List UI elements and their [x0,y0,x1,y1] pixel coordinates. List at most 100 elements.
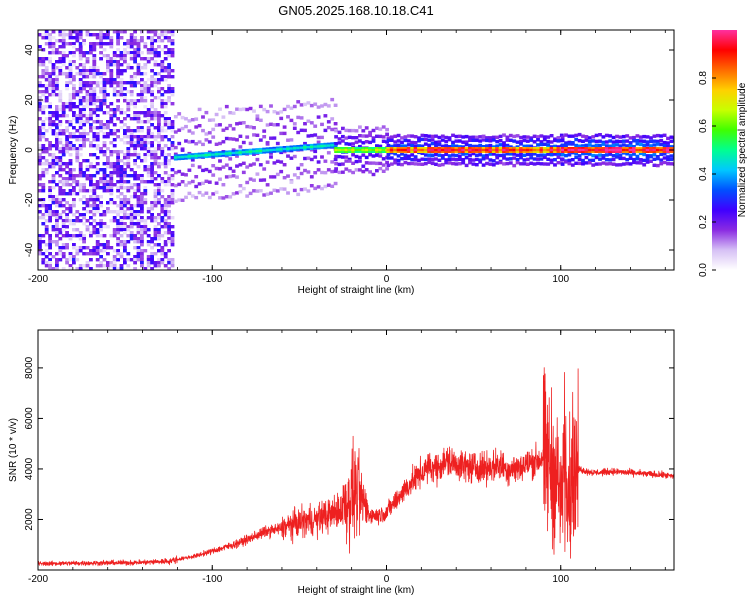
spectrogram-cell [123,213,127,217]
spectrogram-cell [153,96,158,100]
spectrogram-cell [604,158,609,162]
spectrogram-cell [255,157,260,162]
spectrogram-cell [68,222,73,226]
spectrogram-cell [92,99,97,103]
spectrogram-cell [604,140,609,144]
spectrogram-cell [72,174,76,178]
spectrogram-cell [163,240,168,244]
spectrogram-cell [136,258,141,262]
spectrogram-cell [228,166,233,171]
spectrogram-cell [106,225,110,229]
spectrogram-cell [129,195,134,199]
spectrogram-cell [44,96,49,100]
spectrogram-cell [58,168,63,172]
spectrogram-cell [170,261,175,265]
spectrogram-cell [508,138,513,142]
spectrogram-cell [218,141,222,146]
spectrogram-cell [153,48,158,52]
spectrogram-cell [491,135,496,139]
spectrogram-cell [89,204,93,208]
spectrogram-cell [78,234,83,238]
spectrogram-cell [51,36,56,40]
spectrogram-cell [468,153,472,157]
spectrogram-cell [89,81,93,85]
spectrogram-cell [44,129,49,133]
spectrogram-cell [61,252,66,256]
spectrogram-cell [109,78,114,82]
spectrogram-cell [296,115,301,120]
spectrogram-cell [157,147,161,151]
spectrogram-cell [150,204,154,208]
spectrogram-cell [282,187,287,191]
spectrogram-cell [457,162,462,166]
spectrogram-cell [508,148,513,152]
spectrogram-cell [440,134,445,138]
spectrogram-cell [235,151,239,154]
spectrogram-cell [41,216,46,220]
spectrogram-cell [248,150,253,153]
spectrogram-cell [78,198,83,202]
spectrogram-cell [252,189,256,193]
spectrogram-cell [163,156,168,160]
spectrogram-cell [378,148,383,152]
spectrogram-cell [153,216,158,220]
spectrogram-cell [396,139,401,143]
spectrogram-cell [150,162,154,166]
spectrogram-cell [48,39,52,43]
spectrogram-cell [61,102,66,106]
spectrogram-cell [351,142,355,146]
spectrogram-cell [262,178,267,182]
spectrogram-cell [669,139,674,143]
spectrogram-cell [51,255,56,259]
spectrogram-cell [279,169,284,174]
spectrogram-cell [44,249,49,253]
spectrogram-cell [564,153,568,158]
spectrogram-cell [153,228,158,232]
spectrogram-cell [282,125,287,129]
spectrogram-cell [126,240,131,244]
spectrogram-cell [129,213,134,217]
spectrogram-cell [427,153,432,157]
spectrogram-cell [309,121,314,125]
spectrogram-cell [299,116,304,120]
spectrogram-cell [95,252,100,256]
spectrogram-cell [109,63,114,67]
spectrogram-cell [344,155,349,159]
spectrogram-cell [85,210,90,214]
spectrogram-cell [574,148,579,152]
spectrogram-cell [146,129,151,133]
spectrogram-cell [102,246,107,250]
spectrogram-cell [628,156,633,160]
spectrogram-cell [672,138,674,143]
spectrogram-cell [403,156,408,161]
spectrogram-cell [157,216,161,220]
spectrogram-cell [625,148,630,152]
spectrogram-cell [61,183,66,187]
spectrogram-cell [133,51,137,55]
spectrogram-cell [167,216,171,220]
spectrogram-cell [75,228,80,232]
spectrogram-cell [102,132,107,136]
spectrogram-cell [143,141,148,145]
spectrogram-cell [153,243,158,247]
spectrogram-cell [129,216,134,220]
spectrogram-cell [72,213,76,217]
spectrogram-cell [48,195,52,199]
spectrogram-cell [44,228,49,232]
spectrogram-cell [89,114,93,118]
spectrogram-cell [41,123,46,127]
spectrogram-cell [228,157,233,161]
spectrogram-cell [478,148,483,152]
spectrogram-cell [163,135,168,139]
spectrogram-cell [133,234,137,238]
spectrogram-cell [649,139,653,144]
spectrogram-cell [116,156,120,160]
snr-frame [37,329,675,571]
spectrogram-cell [89,129,93,133]
spectrogram-cell [218,159,222,163]
spectrogram-cell [78,138,83,142]
spectrogram-cell [334,148,338,152]
spectrogram-cell [505,135,510,139]
spectrogram-cell [126,225,131,229]
